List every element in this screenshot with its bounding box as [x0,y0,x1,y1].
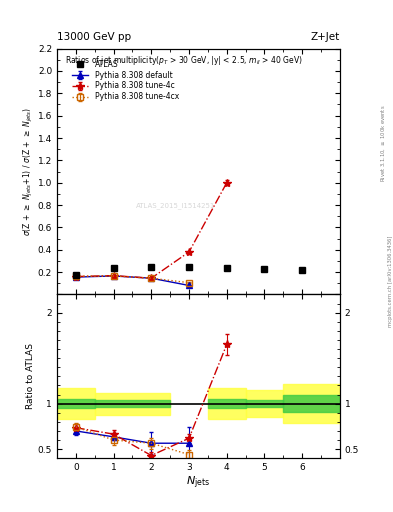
Y-axis label: Ratio to ATLAS: Ratio to ATLAS [26,344,35,409]
X-axis label: $N_{\rm jets}$: $N_{\rm jets}$ [186,475,211,492]
Bar [57,399,95,408]
ATLAS [300,267,305,273]
Line: ATLAS: ATLAS [73,264,305,279]
Bar [283,383,340,423]
Text: Ratios of jet multiplicity($p_{T}$ > 30 GeV, |y| < 2.5, $m_{ll}$ > 40 GeV): Ratios of jet multiplicity($p_{T}$ > 30 … [66,54,303,67]
Text: mcplots.cern.ch [arXiv:1306.3436]: mcplots.cern.ch [arXiv:1306.3436] [388,236,393,327]
Bar [57,388,95,419]
Text: Z+Jet: Z+Jet [311,32,340,42]
ATLAS [73,272,78,279]
Text: Rivet 3.1.10, $\geq$ 100k events: Rivet 3.1.10, $\geq$ 100k events [379,104,387,182]
Bar [208,388,246,419]
Y-axis label: $\sigma$(Z + $\geq$ $N_{jets}$+1) / $\sigma$(Z + $\geq$ $N_{jets}$): $\sigma$(Z + $\geq$ $N_{jets}$+1) / $\si… [22,107,35,236]
Bar [246,400,283,407]
Bar [208,399,246,408]
ATLAS [187,264,191,270]
Text: ATLAS_2015_I1514251: ATLAS_2015_I1514251 [136,203,215,209]
ATLAS [224,265,229,271]
Bar [95,400,170,407]
Text: 13000 GeV pp: 13000 GeV pp [57,32,131,42]
Legend: ATLAS, Pythia 8.308 default, Pythia 8.308 tune-4c, Pythia 8.308 tune-4cx: ATLAS, Pythia 8.308 default, Pythia 8.30… [69,57,181,104]
Bar [95,393,170,415]
ATLAS [262,266,267,272]
Bar [283,395,340,412]
ATLAS [111,265,116,271]
Bar [246,390,283,417]
ATLAS [149,264,154,270]
